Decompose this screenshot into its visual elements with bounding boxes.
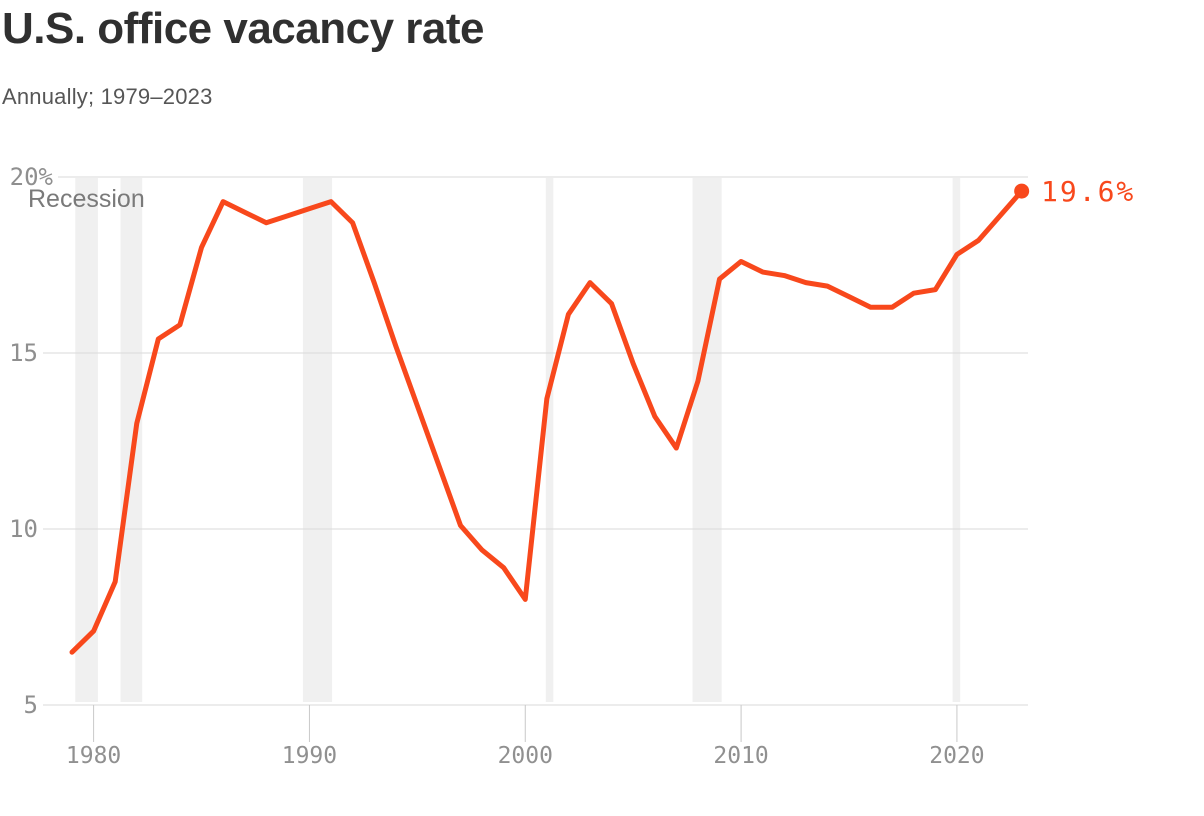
vacancy-line-group <box>69 183 1030 655</box>
recession-band <box>120 178 143 702</box>
x-axis-label: 2020 <box>929 743 984 769</box>
recession-band <box>75 178 98 702</box>
y-axis-label: 15 <box>9 339 38 367</box>
chart-subtitle: Annually; 1979–2023 <box>2 84 213 109</box>
chart-title: U.S. office vacancy rate <box>2 4 485 53</box>
end-value-label: 19.6% <box>1041 175 1135 208</box>
end-point-marker <box>1014 183 1030 199</box>
x-axis-label: 1990 <box>282 743 337 769</box>
recession-legend-label: Recession <box>28 185 145 213</box>
x-axis-label: 1980 <box>66 743 121 769</box>
vacancy-rate-line <box>69 188 1025 655</box>
recession-band <box>302 178 333 702</box>
x-axis-group: 1980 1990 2000 2010 2020 <box>66 705 985 769</box>
x-axis-label: 2010 <box>713 743 768 769</box>
recession-band <box>692 178 722 702</box>
y-axis-label: 5 <box>24 691 38 719</box>
recession-band <box>545 178 554 702</box>
y-axis-label: 20% <box>10 163 54 191</box>
gridlines-group: 20% 15 10 5 <box>9 163 1028 719</box>
recession-bands-group <box>75 178 961 702</box>
y-axis-label: 10 <box>9 515 38 543</box>
x-axis-label: 2000 <box>498 743 553 769</box>
recession-band <box>952 178 961 702</box>
